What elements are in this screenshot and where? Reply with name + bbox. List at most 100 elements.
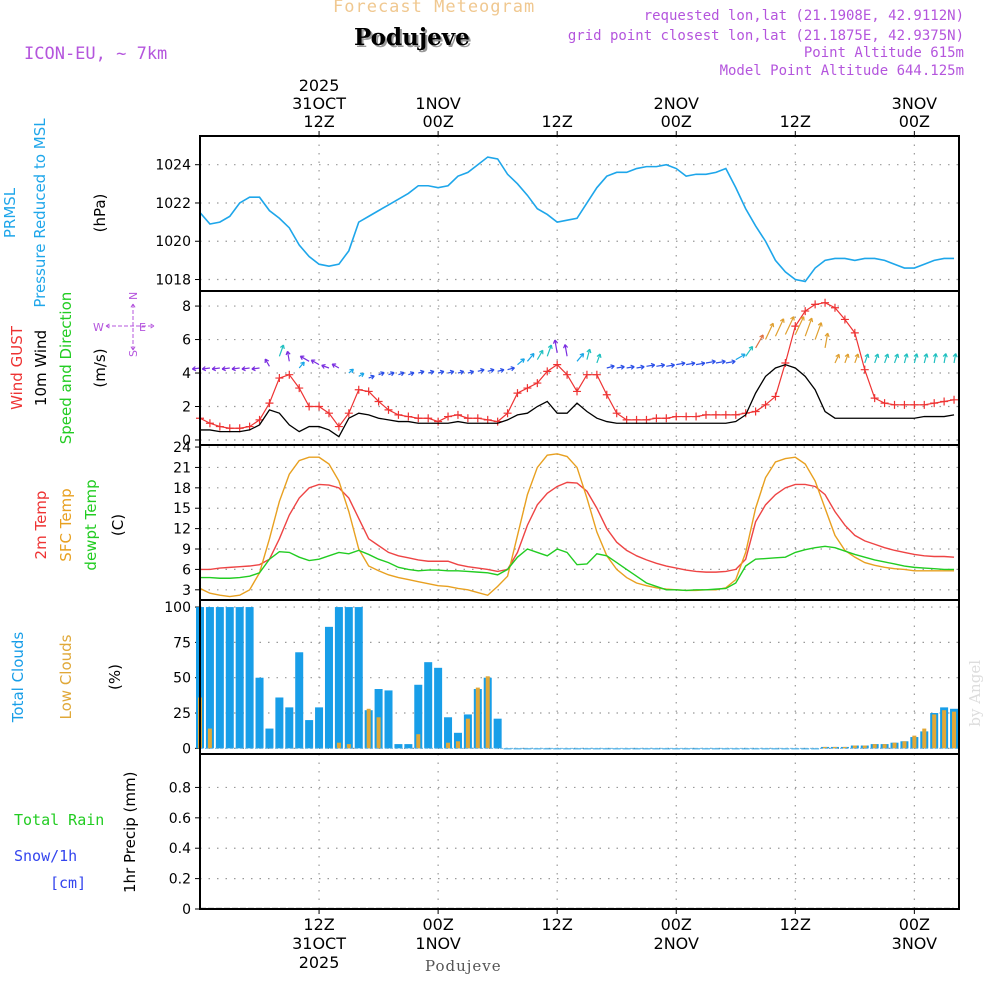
side-axis-label: (m/s) (91, 348, 109, 387)
wind-gust-line (199, 302, 955, 429)
wind-gust-marker (880, 399, 889, 408)
compass-e-label: E (139, 321, 146, 334)
wind-gust-marker (275, 374, 284, 383)
low-cloud-bar (952, 711, 957, 749)
wind-direction-arrow (913, 353, 919, 364)
wind-gust-marker (553, 360, 562, 369)
wind-gust-marker (702, 410, 710, 419)
wind-direction-arrow (695, 361, 706, 367)
low-cloud-bar (475, 687, 480, 749)
time-label-bottom: 00Z (899, 915, 930, 934)
total-cloud-bar (295, 652, 304, 749)
wind-gust-marker (830, 303, 839, 312)
wind-direction-arrow (864, 353, 870, 364)
wind-gust-marker (612, 409, 621, 418)
wind-direction-arrow (903, 353, 909, 364)
wind-gust-marker (890, 400, 899, 409)
wind-gust-marker (692, 412, 701, 421)
wind-direction-arrow (764, 322, 775, 340)
wind-gust-marker (870, 394, 879, 403)
wind-direction-arrow (626, 364, 635, 370)
low-cloud-bar (446, 742, 451, 749)
total-cloud-bar (434, 667, 443, 749)
total-cloud-bar (394, 744, 403, 749)
compass-n-label: N (127, 292, 140, 300)
side-axis-label: Total Clouds (9, 632, 27, 724)
wind-direction-arrow (942, 353, 948, 364)
total-cloud-bar (334, 607, 343, 749)
wind-gust-marker (632, 415, 641, 424)
wind-direction-arrow (884, 353, 890, 364)
wind-direction-arrow (824, 332, 830, 349)
total-cloud-bar (205, 607, 214, 749)
wind-direction-arrow (408, 371, 415, 377)
time-label-top: 1NOV (415, 94, 460, 113)
wind-direction-arrow (844, 353, 850, 364)
wind-gust-marker (414, 414, 423, 423)
side-axis-label: Wind GUST (8, 325, 26, 410)
precip-axis-label: 1hr Precip (mm) (121, 772, 139, 893)
wind-gust-marker (662, 414, 671, 423)
wind-direction-arrow (854, 353, 860, 364)
wind-direction-arrow (437, 369, 445, 375)
wind-direction-arrow (725, 359, 736, 365)
wind-gust-marker (840, 315, 849, 324)
time-label-top: 2025 (299, 76, 340, 95)
total-cloud-bar (384, 690, 393, 749)
wind-gust-marker (642, 415, 651, 424)
wind-gust-marker (513, 389, 522, 398)
wind-direction-arrow (552, 339, 558, 354)
y-tick-label: 21 (173, 460, 191, 476)
low-cloud-bar (465, 718, 470, 749)
total-cloud-bar (404, 744, 413, 749)
wind-direction-arrow (705, 359, 716, 365)
wind-direction-arrow (321, 363, 330, 369)
wind-gust-marker (493, 417, 502, 426)
y-tick-label: 0 (182, 902, 191, 918)
y-tick-label: 1022 (155, 196, 191, 212)
wind-direction-arrow (563, 344, 569, 357)
model-label: ICON-EU, ~ 7km (24, 44, 168, 64)
wind-gust-marker (434, 417, 443, 426)
dewpt-temp-line (200, 545, 955, 592)
side-axis-label: SFC Temp (57, 488, 75, 561)
y-tick-label: 0.4 (169, 841, 191, 857)
low-cloud-bar (346, 744, 351, 749)
wind-gust-marker (344, 409, 353, 418)
wind-direction-arrow (676, 361, 686, 367)
y-tick-label: 6 (182, 333, 191, 349)
compass-s-label: S (127, 350, 140, 357)
wind-direction-arrow (745, 345, 754, 357)
wind-gust-marker (533, 379, 542, 388)
wind-direction-arrow (487, 367, 495, 373)
time-label-bottom: 2025 (299, 953, 340, 972)
total-cloud-bar (245, 607, 254, 749)
wind-direction-arrow (755, 334, 764, 349)
wind-gust-marker (235, 424, 244, 433)
wind-direction-arrow (467, 369, 475, 375)
wind-direction-arrow (497, 367, 505, 373)
wind-gust-marker (295, 384, 304, 393)
wind-gust-marker (771, 392, 780, 401)
y-tick-label: 15 (173, 501, 191, 517)
low-cloud-bar (872, 744, 877, 749)
time-label-bottom: 3NOV (892, 934, 937, 953)
total-cloud-bar (285, 707, 294, 749)
wind-gust-marker (910, 400, 919, 409)
wind-gust-marker (940, 397, 949, 406)
total-cloud-bar (344, 607, 353, 749)
total-cloud-bar (354, 607, 363, 749)
time-label-bottom: 00Z (661, 915, 692, 934)
snow-legend: Snow/1h (14, 847, 77, 865)
time-label-bottom: 12Z (303, 915, 334, 934)
wind-gust-marker (582, 370, 591, 379)
wind-direction-arrow (586, 348, 592, 360)
wind-gust-marker (305, 402, 314, 411)
wind-direction-arrow (715, 359, 726, 365)
wind-gust-marker (652, 414, 661, 423)
side-axis-label: Low Clouds (57, 634, 75, 719)
wind-direction-arrow (546, 344, 553, 357)
wind-direction-arrow (298, 361, 305, 369)
side-axis-label: PRMSL (1, 187, 19, 238)
wind-gust-marker (920, 400, 929, 409)
